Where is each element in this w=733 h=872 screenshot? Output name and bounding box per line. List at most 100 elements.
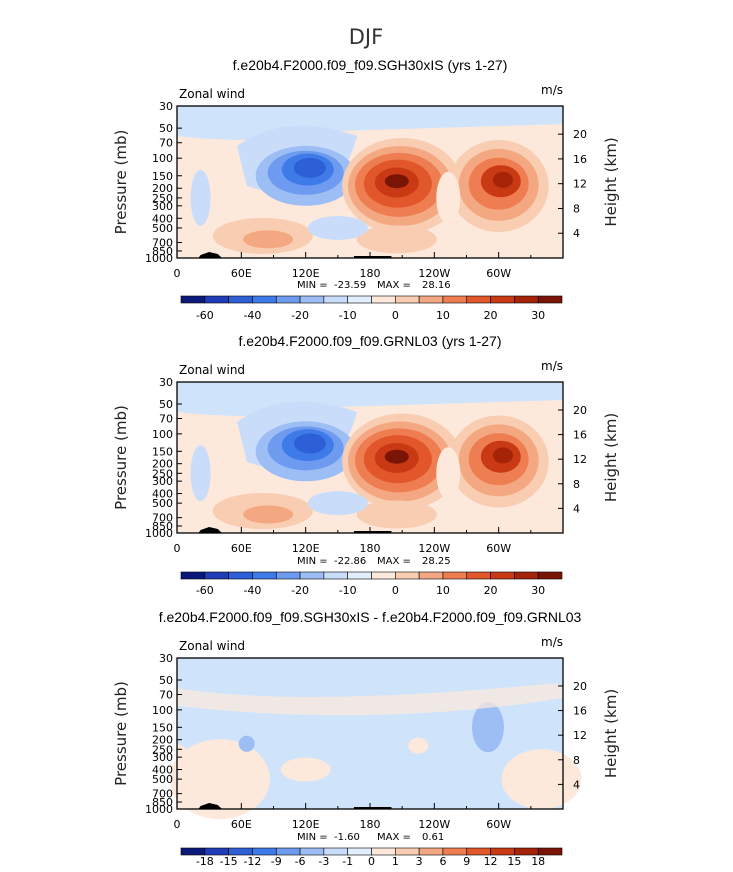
colorbar-swatch: [299, 847, 325, 856]
colorbar: -60 -40 -20 -10 0 10 20 30: [180, 571, 563, 597]
diff-positive-top: [408, 737, 429, 754]
colorbar-label: -18: [196, 855, 214, 868]
colorbar-label: 12: [484, 855, 498, 868]
colorbar-swatch: [228, 847, 253, 856]
colorbar-swatch: [418, 571, 444, 580]
x-tick-label: 120E: [292, 542, 320, 555]
y-tick-label: 50: [159, 122, 173, 135]
jet-gap: [436, 447, 461, 500]
max-value: 28.25: [422, 556, 451, 567]
panel-title: f.e20b4.F2000.f09_f09.SGH30xIS - f.e20b4…: [159, 609, 582, 625]
easterly-core: [293, 157, 326, 178]
y-tick-label: 200: [152, 182, 173, 195]
colorbar-swatch: [180, 571, 206, 580]
jet-gap: [436, 171, 461, 224]
max-label: MAX =: [377, 280, 411, 291]
x-tick-label: 60E: [231, 818, 252, 831]
colorbar-swatch: [371, 571, 396, 580]
y-right-tick-label: 4: [573, 227, 580, 240]
x-tick-label: 180: [360, 818, 381, 831]
panel-2: f.e20b4.F2000.f09_f09.GRNL03 (yrs 1-27) Z…: [112, 333, 620, 597]
colorbar-label: 9: [463, 855, 470, 868]
topography-tibet: [198, 527, 223, 533]
y-tick-label: 300: [152, 751, 173, 764]
y-tick-label: 30: [159, 652, 173, 665]
max-label: MAX =: [377, 556, 411, 567]
colorbar-swatch: [180, 847, 206, 856]
colorbar-swatch: [252, 847, 277, 856]
contour-field: [177, 124, 563, 258]
y-tick-label: 400: [152, 764, 173, 777]
blue-patch-left: [190, 445, 211, 502]
colorbar-label: 30: [531, 584, 545, 597]
y-right-axis-label: Height (km): [602, 137, 620, 226]
low-level-3: [356, 225, 437, 254]
jet-atlantic-core: [492, 447, 513, 464]
min-label: MIN =: [297, 280, 328, 291]
y-tick-label: 850: [152, 245, 173, 258]
y-tick-label: 50: [159, 398, 173, 411]
x-tick-label: 60W: [486, 542, 511, 555]
min-value: -23.59: [334, 280, 366, 291]
colorbar-swatch: [466, 571, 491, 580]
colorbar-label: 10: [436, 309, 450, 322]
y-tick-label: 100: [152, 428, 173, 441]
colorbar-label: -1: [342, 855, 353, 868]
jet-atlantic-core: [492, 171, 513, 188]
colorbar-swatch: [299, 571, 325, 580]
colorbar-swatch: [180, 295, 206, 304]
min-value: -22.86: [334, 556, 366, 567]
colorbar-swatch: [537, 571, 563, 580]
colorbar-label: 20: [484, 309, 498, 322]
y-right-tick-label: 12: [573, 453, 587, 466]
y-right-tick-label: 20: [573, 680, 587, 693]
colorbar-swatch: [228, 571, 253, 580]
units-label: m/s: [541, 83, 563, 97]
x-tick-label: 180: [360, 267, 381, 280]
colorbar-label: 18: [531, 855, 545, 868]
colorbar-swatch: [418, 847, 444, 856]
x-tick-label: 0: [174, 542, 181, 555]
y-tick-label: 100: [152, 152, 173, 165]
x-tick-label: 60E: [231, 267, 252, 280]
colorbar-swatch: [204, 571, 229, 580]
y-right-tick-label: 4: [573, 502, 580, 515]
colorbar-swatch: [442, 847, 468, 856]
y-tick-label: 250: [152, 743, 173, 756]
colorbar-swatch: [490, 847, 515, 856]
colorbar-swatch: [395, 571, 420, 580]
colorbar-label: 15: [507, 855, 521, 868]
colorbar-swatch: [323, 571, 348, 580]
diff-positive-mid: [280, 757, 331, 782]
colorbar-label: 30: [531, 309, 545, 322]
colorbar-swatch: [204, 295, 229, 304]
y-right-tick-label: 8: [573, 754, 580, 767]
y-tick-label: 1000: [145, 803, 173, 816]
diff-negative-west: [238, 735, 255, 752]
colorbar-label: -12: [243, 855, 261, 868]
colorbar-label: -15: [220, 855, 238, 868]
y-tick-label: 70: [159, 137, 173, 150]
y-right-tick-label: 20: [573, 128, 587, 141]
y-tick-label: 150: [152, 721, 173, 734]
min-label: MIN =: [297, 832, 328, 843]
colorbar-swatch: [347, 295, 372, 304]
x-tick-label: 60W: [486, 818, 511, 831]
colorbar-swatch: [371, 847, 396, 856]
colorbar-label: -40: [243, 309, 261, 322]
panel-3: f.e20b4.F2000.f09_f09.SGH30xIS - f.e20b4…: [112, 609, 620, 868]
y-right-tick-label: 12: [573, 729, 587, 742]
topography-tibet: [198, 803, 223, 809]
colorbar-label: 6: [439, 855, 446, 868]
max-label: MAX =: [377, 832, 411, 843]
contour-field: [169, 683, 582, 820]
colorbar-label: 20: [484, 584, 498, 597]
colorbar-label: -20: [291, 584, 309, 597]
colorbar-swatch: [395, 295, 420, 304]
y-tick-label: 150: [152, 170, 173, 183]
diff-negative-pacific: [471, 702, 504, 753]
panel-title: f.e20b4.F2000.f09_f09.GRNL03 (yrs 1-27): [238, 333, 501, 349]
colorbar-swatch: [514, 847, 539, 856]
y-tick-label: 700: [152, 237, 173, 250]
low-level-2: [243, 505, 294, 524]
